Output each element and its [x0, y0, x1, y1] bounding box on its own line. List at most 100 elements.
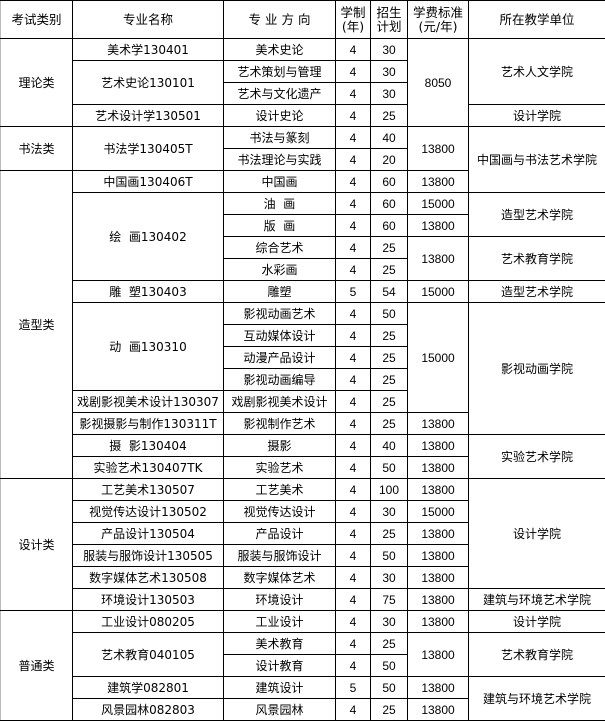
header-exam-category: 考试类别	[0, 0, 73, 39]
cell-duration: 4	[335, 654, 371, 677]
table-row: 建筑学082801 建筑设计 5 50 13800 建筑与环境艺术学院	[1, 676, 605, 721]
table-row: 动漫产品设计 4 25	[1, 346, 605, 369]
cell-major-name: 服装与服饰设计130505	[72, 544, 224, 567]
cell-major-direction: 影视动画编导	[223, 368, 336, 391]
cell-enrollment-plan: 25	[370, 258, 408, 281]
header-teaching-unit: 所在教学单位	[468, 0, 605, 39]
cell-tuition: 13800	[407, 456, 469, 479]
cell-tuition: 15000	[407, 192, 469, 215]
header-row: 考试类别 专业名称专 业 方 向学制 (年) 招生 计划 学费标准 (元/年) 所在教学…	[0, 0, 605, 39]
cell-enrollment-plan: 30	[370, 610, 408, 633]
cell-major-name: 艺术史论130101	[72, 60, 224, 105]
cell-duration: 4	[335, 170, 371, 193]
cell-major-direction: 版 画	[223, 214, 336, 237]
cell-major-name: 环境设计130503	[72, 588, 224, 611]
cell-major-direction: 影视制作艺术	[223, 412, 336, 435]
cell-enrollment-plan: 50	[370, 302, 408, 325]
cell-enrollment-plan: 75	[370, 588, 408, 611]
cell-major-direction: 水彩画	[223, 258, 336, 281]
header-major-direction: 专 业 方 向	[223, 0, 336, 39]
cell-enrollment-plan: 50	[370, 456, 408, 479]
cell-exam-category: 设计类	[0, 478, 73, 611]
cell-enrollment-plan: 25	[370, 324, 408, 347]
cell-tuition: 15000	[407, 500, 469, 523]
cell-teaching-unit: 艺术教育学院	[468, 632, 605, 677]
cell-major-direction: 设计史论	[223, 104, 336, 127]
cell-major-direction: 产品设计	[223, 522, 336, 545]
cell-major-direction: 摄影	[223, 434, 336, 457]
cell-major-direction: 综合艺术	[223, 236, 336, 259]
cell-duration: 4	[335, 412, 371, 435]
cell-major-direction: 影视动画艺术	[223, 302, 336, 325]
table-row: 风景园林082803 风景园林 4 25 13800	[1, 698, 605, 721]
cell-enrollment-plan: 30	[370, 566, 408, 589]
table-row: 设计类 工艺美术130507 工艺美术 4 100 13800 设计学院	[0, 478, 605, 611]
cell-major-name: 美术学130401	[72, 38, 224, 61]
cell-tuition: 13800	[407, 676, 469, 699]
table-row: 实验艺术130407TK 实验艺术 4 50 13800	[1, 456, 605, 479]
cell-tuition: 8050	[407, 38, 469, 127]
table-row: 水彩画 4 25	[1, 258, 605, 281]
cell-enrollment-plan: 30	[370, 82, 408, 105]
cell-exam-category: 造型类	[0, 170, 73, 479]
cell-duration: 4	[335, 192, 371, 215]
cell-duration: 4	[335, 324, 371, 347]
cell-tuition: 15000	[407, 302, 469, 413]
cell-tuition: 13800	[407, 214, 469, 237]
table-row: 影视摄影与制作130311T 影视制作艺术 4 25 13800	[1, 412, 605, 435]
cell-duration: 4	[335, 478, 371, 501]
cell-major-name: 雕 塑130403	[72, 280, 224, 303]
cell-teaching-unit: 建筑与环境艺术学院	[468, 588, 605, 611]
cell-enrollment-plan: 25	[370, 412, 408, 435]
table-row: 艺术设计学130501 设计史论 4 25 设计学院	[1, 104, 605, 127]
cell-major-name: 视觉传达设计130502	[72, 500, 224, 523]
cell-major-name: 书法学130405T	[72, 126, 224, 171]
cell-enrollment-plan: 40	[370, 434, 408, 457]
cell-exam-category: 书法类	[0, 126, 73, 171]
table-row: 设计教育 4 50	[1, 654, 605, 677]
cell-tuition: 13800	[407, 632, 469, 677]
cell-tuition: 13800	[407, 610, 469, 633]
cell-tuition: 15000	[407, 280, 469, 303]
cell-major-direction: 工业设计	[223, 610, 336, 633]
cell-major-name: 实验艺术130407TK	[72, 456, 224, 479]
cell-enrollment-plan: 30	[370, 500, 408, 523]
table-row: 理论类 美术学130401 美术史论 4 30 8050 艺术人文学院	[0, 38, 605, 127]
cell-major-direction: 风景园林	[223, 698, 336, 721]
cell-major-name: 绘 画130402	[72, 192, 224, 281]
cell-enrollment-plan: 25	[370, 236, 408, 259]
cell-duration: 4	[335, 632, 371, 655]
header-enrollment-plan: 招生 计划	[370, 0, 408, 39]
table-row: 绘 画130402 油 画 4 60 15000 造型艺术学院	[1, 192, 605, 281]
cell-duration: 4	[335, 236, 371, 259]
cell-duration: 4	[335, 302, 371, 325]
cell-exam-category: 理论类	[0, 38, 73, 127]
table-row: 造型类 中国画130406T 中国画 4 60 13800	[0, 170, 605, 479]
cell-enrollment-plan: 30	[370, 60, 408, 83]
cell-major-direction: 美术教育	[223, 632, 336, 655]
cell-major-direction: 艺术与文化遗产	[223, 82, 336, 105]
table-row: 艺术教育040105 美术教育 4 25 13800 艺术教育学院	[1, 632, 605, 677]
cell-tuition: 13800	[407, 236, 469, 281]
cell-enrollment-plan: 50	[370, 676, 408, 699]
table-row: 数字媒体艺术130508 数字媒体艺术 4 30 13800	[1, 566, 605, 589]
cell-major-name: 艺术教育040105	[72, 632, 224, 677]
cell-teaching-unit: 建筑与环境艺术学院	[468, 676, 605, 721]
cell-duration: 4	[335, 38, 371, 61]
cell-major-name: 工艺美术130507	[72, 478, 224, 501]
cell-major-direction: 动漫产品设计	[223, 346, 336, 369]
cell-major-direction: 书法理论与实践	[223, 148, 336, 171]
cell-duration: 4	[335, 456, 371, 479]
cell-tuition: 13800	[407, 170, 469, 193]
cell-major-direction: 建筑设计	[223, 676, 336, 699]
table-row: 动 画130310 影视动画艺术 4 50 15000 影视动画学院	[1, 302, 605, 435]
cell-teaching-unit: 影视动画学院	[468, 302, 605, 435]
table-row: 版 画 4 60 13800	[1, 214, 605, 237]
cell-major-direction: 美术史论	[223, 38, 336, 61]
cell-duration: 4	[335, 258, 371, 281]
cell-duration: 4	[335, 500, 371, 523]
cell-duration: 4	[335, 104, 371, 127]
cell-enrollment-plan: 50	[370, 654, 408, 677]
cell-enrollment-plan: 20	[370, 148, 408, 171]
